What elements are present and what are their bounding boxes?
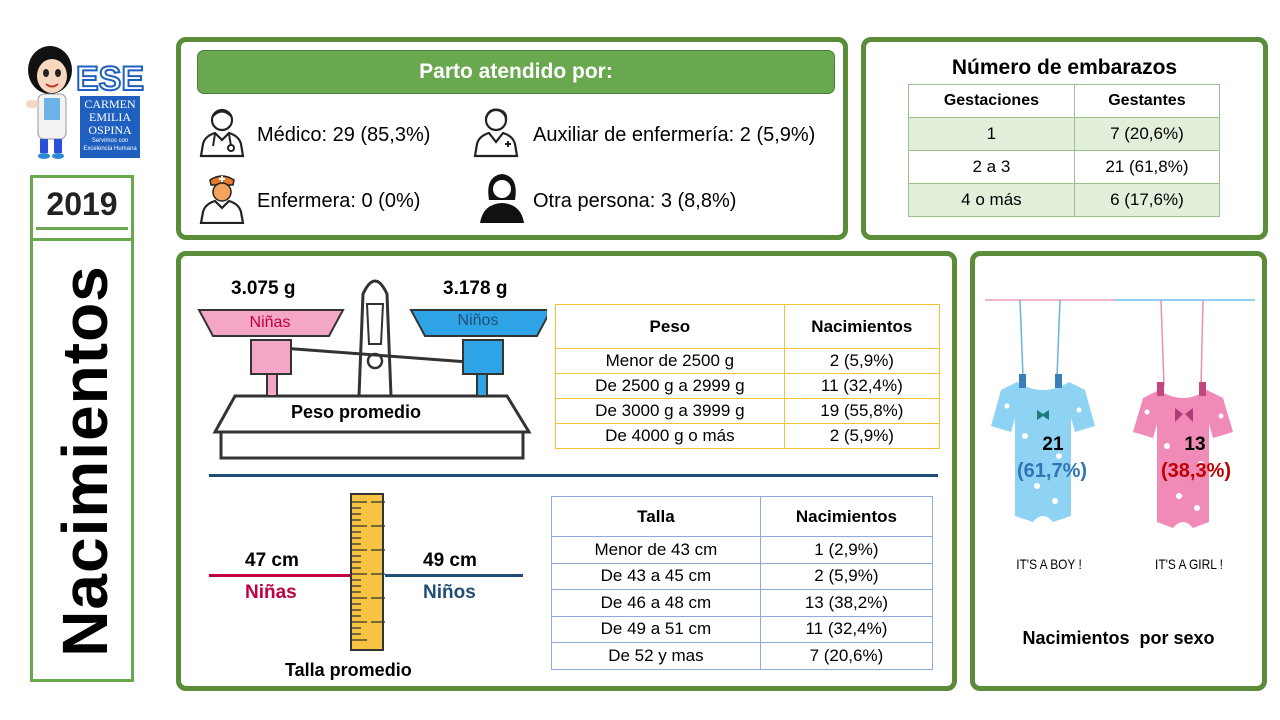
- table-cell: 1: [908, 117, 1075, 151]
- boys-weight: 3.178 g: [443, 278, 508, 299]
- table-cell: 11 (32,4%): [783, 373, 941, 399]
- sexo-title: Nacimientos por sexo: [1022, 628, 1215, 648]
- peso-talla-panel: 3.075 g 3.178 g Niñas Niños Peso promedi…: [176, 251, 957, 691]
- attend-medico: Médico: 29 (85,3%): [257, 124, 431, 146]
- peso-table: Peso Nacimientos Menor de 2500 g 2 (5,9%…: [555, 304, 941, 449]
- table-row: Menor de 2500 g 2 (5,9%): [555, 348, 941, 374]
- parto-panel: Parto atendido por: Médico: 29 (85,3%) A…: [176, 37, 848, 240]
- nurse-icon: [199, 175, 245, 224]
- table-cell: 1 (2,9%): [759, 536, 934, 564]
- attend-auxiliar: Auxiliar de enfermería: 2 (5,9%): [533, 124, 816, 146]
- table-row: De 52 y mas 7 (20,6%): [551, 642, 934, 670]
- year-label: 2019: [46, 185, 118, 222]
- table-cell: De 49 a 51 cm: [551, 615, 761, 643]
- table-cell: 11 (32,4%): [759, 615, 934, 643]
- table-cell: 19 (55,8%): [783, 398, 941, 424]
- boys-height-line: [385, 574, 523, 577]
- nursing-assistant-icon: [473, 108, 519, 158]
- table-header: Gestaciones: [908, 84, 1075, 118]
- table-row: 1 7 (20,6%): [908, 117, 1221, 151]
- table-cell: 7 (20,6%): [1073, 117, 1221, 151]
- girls-height: 47 cm: [245, 550, 299, 571]
- table-row: Menor de 43 cm 1 (2,9%): [551, 536, 934, 564]
- girls-weight: 3.075 g: [231, 278, 296, 299]
- svg-text:ESE: ESE: [76, 60, 144, 98]
- table-cell: De 43 a 45 cm: [551, 562, 761, 590]
- table-cell: 21 (61,8%): [1073, 150, 1221, 184]
- talla-table: Talla Nacimientos Menor de 43 cm 1 (2,9%…: [551, 496, 934, 670]
- girls-height-label: Niñas: [245, 582, 297, 603]
- doctor-icon: [199, 108, 245, 158]
- sexo-panel: 21 (61,7%) 13 (38,3%) IT'S A BOY ! IT'S …: [970, 251, 1267, 691]
- girls-percent: (38,3%): [1160, 460, 1232, 482]
- boy-caption: IT'S A BOY !: [1016, 556, 1082, 572]
- logo-line-3: OSPINA: [88, 123, 132, 137]
- boys-percent: (61,7%): [1016, 460, 1088, 482]
- table-cell: 7 (20,6%): [759, 642, 934, 670]
- logo-tagline-1: Servimos con: [91, 138, 129, 144]
- table-cell: De 3000 g a 3999 g: [555, 398, 785, 424]
- girls-count: 13: [1184, 434, 1206, 455]
- table-cell: De 52 y mas: [551, 642, 761, 670]
- boy-onesie-icon: [991, 374, 1095, 522]
- table-header-row: Gestaciones Gestantes: [908, 84, 1221, 118]
- table-cell: Menor de 43 cm: [551, 536, 761, 564]
- table-row: De 3000 g a 3999 g 19 (55,8%): [555, 398, 941, 424]
- table-header-row: Peso Nacimientos: [555, 304, 941, 349]
- table-header: Peso: [555, 304, 785, 349]
- ruler-icon: [350, 493, 385, 651]
- section-divider: [209, 474, 938, 477]
- logo-line-2: EMILIA: [89, 110, 131, 124]
- onesies-illustration: [985, 299, 1255, 528]
- table-cell: 13 (38,2%): [759, 589, 934, 617]
- table-row: De 2500 g a 2999 g 11 (32,4%): [555, 373, 941, 399]
- table-cell: 6 (17,6%): [1073, 183, 1221, 217]
- table-cell: Menor de 2500 g: [555, 348, 785, 374]
- parto-header: Parto atendido por:: [197, 50, 835, 94]
- girls-pan-label: Niñas: [249, 314, 291, 331]
- table-cell: De 4000 g o más: [555, 423, 785, 449]
- girls-height-line: [209, 574, 351, 577]
- talla-caption: Talla promedio: [285, 660, 412, 680]
- other-person-icon: [480, 174, 524, 223]
- embarazos-table: Gestaciones Gestantes 1 7 (20,6%) 2 a 3 …: [908, 84, 1221, 217]
- boys-count: 21: [1042, 434, 1064, 455]
- table-cell: De 2500 g a 2999 g: [555, 373, 785, 399]
- logo-tagline-2: Excelencia Humana: [83, 146, 137, 152]
- table-header: Talla: [551, 496, 761, 537]
- table-cell: De 46 a 48 cm: [551, 589, 761, 617]
- boys-height: 49 cm: [423, 550, 477, 571]
- table-row: De 4000 g o más 2 (5,9%): [555, 423, 941, 449]
- boys-height-label: Niños: [423, 582, 476, 603]
- girl-caption: IT'S A GIRL !: [1155, 556, 1223, 572]
- mascot-nurse-icon: ESE: [26, 46, 145, 159]
- ese-logo: ESE CARMEN EMILIA OSPINA Servimos con Ex…: [18, 40, 148, 165]
- side-title-box: Nacimientos: [30, 240, 134, 682]
- side-title: Nacimientos: [49, 265, 121, 657]
- table-cell: 2 (5,9%): [783, 423, 941, 449]
- table-header: Gestantes: [1073, 84, 1221, 118]
- table-row: De 49 a 51 cm 11 (32,4%): [551, 615, 934, 643]
- peso-caption: Peso promedio: [291, 402, 422, 422]
- attend-otra: Otra persona: 3 (8,8%): [533, 190, 737, 212]
- table-row: De 46 a 48 cm 13 (38,2%): [551, 589, 934, 617]
- table-row: De 43 a 45 cm 2 (5,9%): [551, 562, 934, 590]
- table-row: 2 a 3 21 (61,8%): [908, 150, 1221, 184]
- embarazos-panel: Número de embarazos Gestaciones Gestante…: [861, 37, 1268, 240]
- table-header: Nacimientos: [759, 496, 934, 537]
- table-header: Nacimientos: [783, 304, 941, 349]
- year-box: 2019: [30, 175, 134, 241]
- table-cell: 2 (5,9%): [783, 348, 941, 374]
- attend-enfermera: Enfermera: 0 (0%): [257, 190, 421, 212]
- boys-pan-label: Niños: [457, 312, 499, 329]
- table-header-row: Talla Nacimientos: [551, 496, 934, 537]
- girl-onesie-icon: [1133, 382, 1233, 528]
- table-cell: 4 o más: [908, 183, 1075, 217]
- scale-icon: [197, 279, 547, 460]
- logo-line-1: CARMEN: [84, 97, 136, 111]
- table-row: 4 o más 6 (17,6%): [908, 183, 1221, 217]
- table-cell: 2 (5,9%): [759, 562, 934, 590]
- table-cell: 2 a 3: [908, 150, 1075, 184]
- embarazos-title: Número de embarazos: [951, 56, 1178, 79]
